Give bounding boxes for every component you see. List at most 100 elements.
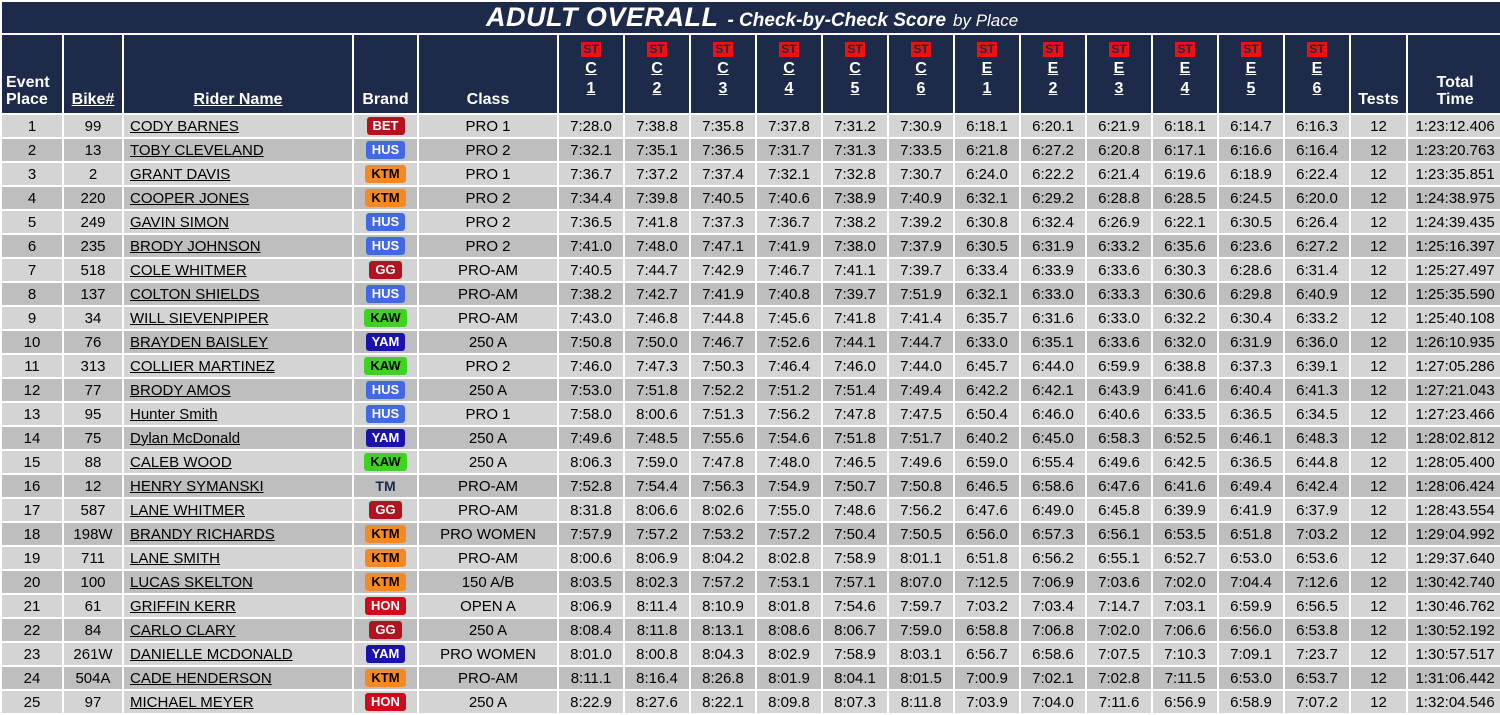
score-cell-c1: 7:36.7 <box>559 163 623 185</box>
bike-number-cell: 100 <box>64 571 122 593</box>
check-letter[interactable]: C <box>651 60 663 77</box>
col-header-bike-label[interactable]: Bike# <box>71 91 115 109</box>
rider-name-link[interactable]: MICHAEL MEYER <box>130 693 254 711</box>
rider-name-link[interactable]: BRANDY RICHARDS <box>130 525 275 543</box>
score-cell-e3: 6:33.6 <box>1087 331 1151 353</box>
bike-number-cell: 313 <box>64 355 122 377</box>
score-cell-c2: 7:37.2 <box>625 163 689 185</box>
total-time-cell: 1:30:42.740 <box>1408 571 1500 593</box>
check-number[interactable]: 1 <box>586 80 596 97</box>
tests-cell: 12 <box>1351 283 1406 305</box>
brand-cell: HUS <box>354 379 417 401</box>
check-number[interactable]: 6 <box>1312 80 1322 97</box>
score-cell-c2: 7:48.5 <box>625 427 689 449</box>
check-number[interactable]: 4 <box>1180 80 1190 97</box>
check-number[interactable]: 4 <box>784 80 794 97</box>
score-cell-c3: 7:51.3 <box>691 403 755 425</box>
score-cell-e6: 6:31.4 <box>1285 259 1349 281</box>
check-letter[interactable]: E <box>1311 60 1323 77</box>
brand-cell: KTM <box>354 163 417 185</box>
bike-number-cell: 198W <box>64 523 122 545</box>
rider-name-link[interactable]: CALEB WOOD <box>130 453 232 471</box>
rider-name-link[interactable]: CARLO CLARY <box>130 621 236 639</box>
score-cell-e1: 6:24.0 <box>955 163 1019 185</box>
rider-name-link[interactable]: BRAYDEN BAISLEY <box>130 333 269 351</box>
score-cell-c5: 7:38.9 <box>823 187 887 209</box>
check-number[interactable]: 3 <box>1114 80 1124 97</box>
check-number[interactable]: 2 <box>652 80 662 97</box>
rider-name-link[interactable]: COLTON SHIELDS <box>130 285 260 303</box>
check-number[interactable]: 5 <box>850 80 860 97</box>
rider-name-link[interactable]: LUCAS SKELTON <box>130 573 253 591</box>
check-letter[interactable]: C <box>915 60 927 77</box>
score-cell-c4: 8:09.8 <box>757 691 821 713</box>
event-place-cell: 6 <box>2 235 62 257</box>
score-cell-c6: 7:40.9 <box>889 187 953 209</box>
score-cell-e1: 6:56.0 <box>955 523 1019 545</box>
table-row: 19 711 LANE SMITH KTM PRO-AM 8:00.6 8:06.9 8:04… <box>2 547 1500 569</box>
check-letter[interactable]: E <box>981 60 993 77</box>
check-letter[interactable]: C <box>849 60 861 77</box>
score-cell-c5: 7:51.8 <box>823 427 887 449</box>
rider-name-link[interactable]: BRODY JOHNSON <box>130 237 261 255</box>
rider-name-link[interactable]: LANE WHITMER <box>130 501 246 519</box>
score-cell-c1: 7:38.2 <box>559 283 623 305</box>
score-cell-c3: 8:13.1 <box>691 619 755 641</box>
total-time-cell: 1:31:06.442 <box>1408 667 1500 689</box>
class-cell: PRO-AM <box>419 283 557 305</box>
score-cell-c3: 8:02.6 <box>691 499 755 521</box>
rider-name-link[interactable]: Dylan McDonald <box>130 429 241 447</box>
class-cell: 250 A <box>419 379 557 401</box>
rider-name-link[interactable]: CADE HENDERSON <box>130 669 272 687</box>
brand-badge: HON <box>365 693 406 711</box>
check-letter[interactable]: E <box>1179 60 1191 77</box>
rider-name-link[interactable]: CODY BARNES <box>130 117 239 135</box>
rider-name-link[interactable]: GAVIN SIMON <box>130 213 229 231</box>
check-letter[interactable]: C <box>783 60 795 77</box>
score-cell-c2: 7:50.0 <box>625 331 689 353</box>
brand-cell: HUS <box>354 139 417 161</box>
rider-name-link[interactable]: Hunter Smith <box>130 405 218 423</box>
rider-name-link[interactable]: TOBY CLEVELAND <box>130 141 264 159</box>
rider-name-cell: LANE SMITH <box>124 547 352 569</box>
rider-name-link[interactable]: BRODY AMOS <box>130 381 231 399</box>
brand-badge: BET <box>366 117 405 135</box>
score-cell-e1: 7:12.5 <box>955 571 1019 593</box>
rider-name-link[interactable]: WILL SIEVENPIPER <box>130 309 269 327</box>
score-cell-c1: 8:31.8 <box>559 499 623 521</box>
check-number[interactable]: 3 <box>718 80 728 97</box>
class-cell: PRO 1 <box>419 163 557 185</box>
score-cell-c3: 7:55.6 <box>691 427 755 449</box>
check-letter[interactable]: E <box>1113 60 1125 77</box>
check-letter[interactable]: E <box>1245 60 1257 77</box>
bike-number-cell: 95 <box>64 403 122 425</box>
check-number[interactable]: 2 <box>1048 80 1058 97</box>
rider-name-link[interactable]: GRIFFIN KERR <box>130 597 236 615</box>
total-time-cell: 1:25:40.108 <box>1408 307 1500 329</box>
st-badge: ST <box>779 42 799 57</box>
brand-badge: KTM <box>365 165 406 183</box>
rider-name-link[interactable]: GRANT DAVIS <box>130 165 231 183</box>
col-header-rider-label[interactable]: Rider Name <box>193 91 283 109</box>
brand-badge: KAW <box>364 453 407 471</box>
rider-name-link[interactable]: LANE SMITH <box>130 549 221 567</box>
check-letter[interactable]: C <box>717 60 729 77</box>
rider-name-link[interactable]: COLLIER MARTINEZ <box>130 357 275 375</box>
rider-name-link[interactable]: DANIELLE MCDONALD <box>130 645 293 663</box>
score-cell-e5: 7:04.4 <box>1219 571 1283 593</box>
score-cell-e2: 6:57.3 <box>1021 523 1085 545</box>
check-number[interactable]: 6 <box>916 80 926 97</box>
score-cell-e6: 6:36.0 <box>1285 331 1349 353</box>
score-cell-c6: 7:44.7 <box>889 331 953 353</box>
score-cell-e6: 6:53.6 <box>1285 547 1349 569</box>
rider-name-link[interactable]: HENRY SYMANSKI <box>130 477 264 495</box>
check-number[interactable]: 5 <box>1246 80 1256 97</box>
score-cell-c6: 8:01.5 <box>889 667 953 689</box>
class-cell: PRO 1 <box>419 115 557 137</box>
rider-name-link[interactable]: COOPER JONES <box>130 189 250 207</box>
check-letter[interactable]: C <box>585 60 597 77</box>
check-number[interactable]: 1 <box>982 80 992 97</box>
rider-name-link[interactable]: COLE WHITMER <box>130 261 247 279</box>
score-cell-e3: 7:14.7 <box>1087 595 1151 617</box>
check-letter[interactable]: E <box>1047 60 1059 77</box>
